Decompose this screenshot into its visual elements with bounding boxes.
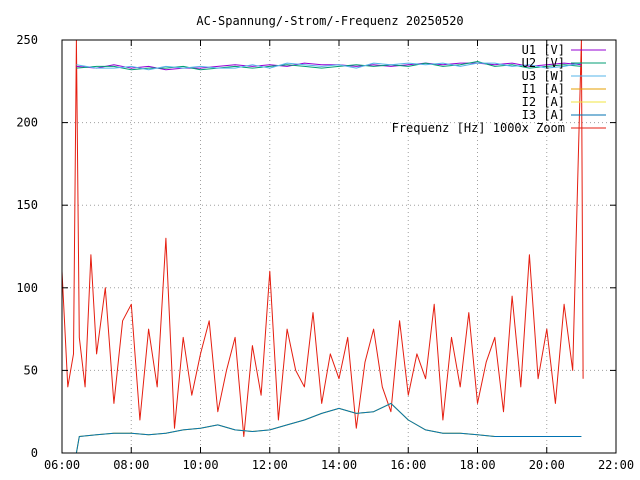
legend-label: U3 [W] bbox=[522, 69, 565, 83]
x-tick-label: 16:00 bbox=[390, 458, 426, 472]
x-axis: 06:00 08:00 10:00 12:00 14:00 16:00 18:00 20:00… bbox=[44, 40, 634, 472]
chart-title: AC-Spannung/-Strom/-Frequenz 20250520 bbox=[196, 14, 463, 28]
series-layer bbox=[61, 39, 584, 454]
x-tick-label: 12:00 bbox=[252, 458, 288, 472]
y-tick-label: 250 bbox=[16, 33, 38, 47]
legend-label: I1 [A] bbox=[522, 82, 565, 96]
x-tick-label: 08:00 bbox=[113, 458, 149, 472]
series-line-0 bbox=[76, 62, 582, 71]
legend: U1 [V]U2 [V]U3 [W]I1 [A]I2 [A]I3 [A]Freq… bbox=[392, 43, 606, 135]
y-tick-label: 150 bbox=[16, 198, 38, 212]
y-tick-label: 0 bbox=[31, 446, 38, 460]
x-tick-label: 22:00 bbox=[598, 458, 634, 472]
legend-label: I3 [A] bbox=[522, 108, 565, 122]
grid bbox=[62, 40, 616, 453]
y-axis: 0 50 100 150 200 250 bbox=[16, 33, 616, 460]
y-tick-label: 200 bbox=[16, 116, 38, 130]
series-line-1 bbox=[76, 61, 582, 71]
legend-label: U1 [V] bbox=[522, 43, 565, 57]
y-tick-label: 100 bbox=[16, 281, 38, 295]
series-line-2 bbox=[76, 62, 582, 71]
legend-label: U2 [V] bbox=[522, 56, 565, 70]
y-tick-label: 50 bbox=[24, 363, 38, 377]
x-tick-label: 10:00 bbox=[182, 458, 218, 472]
x-tick-label: 14:00 bbox=[321, 458, 357, 472]
legend-label: Frequenz [Hz] 1000x Zoom bbox=[392, 121, 565, 135]
x-tick-label: 06:00 bbox=[44, 458, 80, 472]
legend-label: I2 [A] bbox=[522, 95, 565, 109]
series-line-6 bbox=[61, 39, 584, 437]
series-line-5 bbox=[75, 402, 582, 454]
x-tick-label: 18:00 bbox=[459, 458, 495, 472]
x-tick-label: 20:00 bbox=[529, 458, 565, 472]
